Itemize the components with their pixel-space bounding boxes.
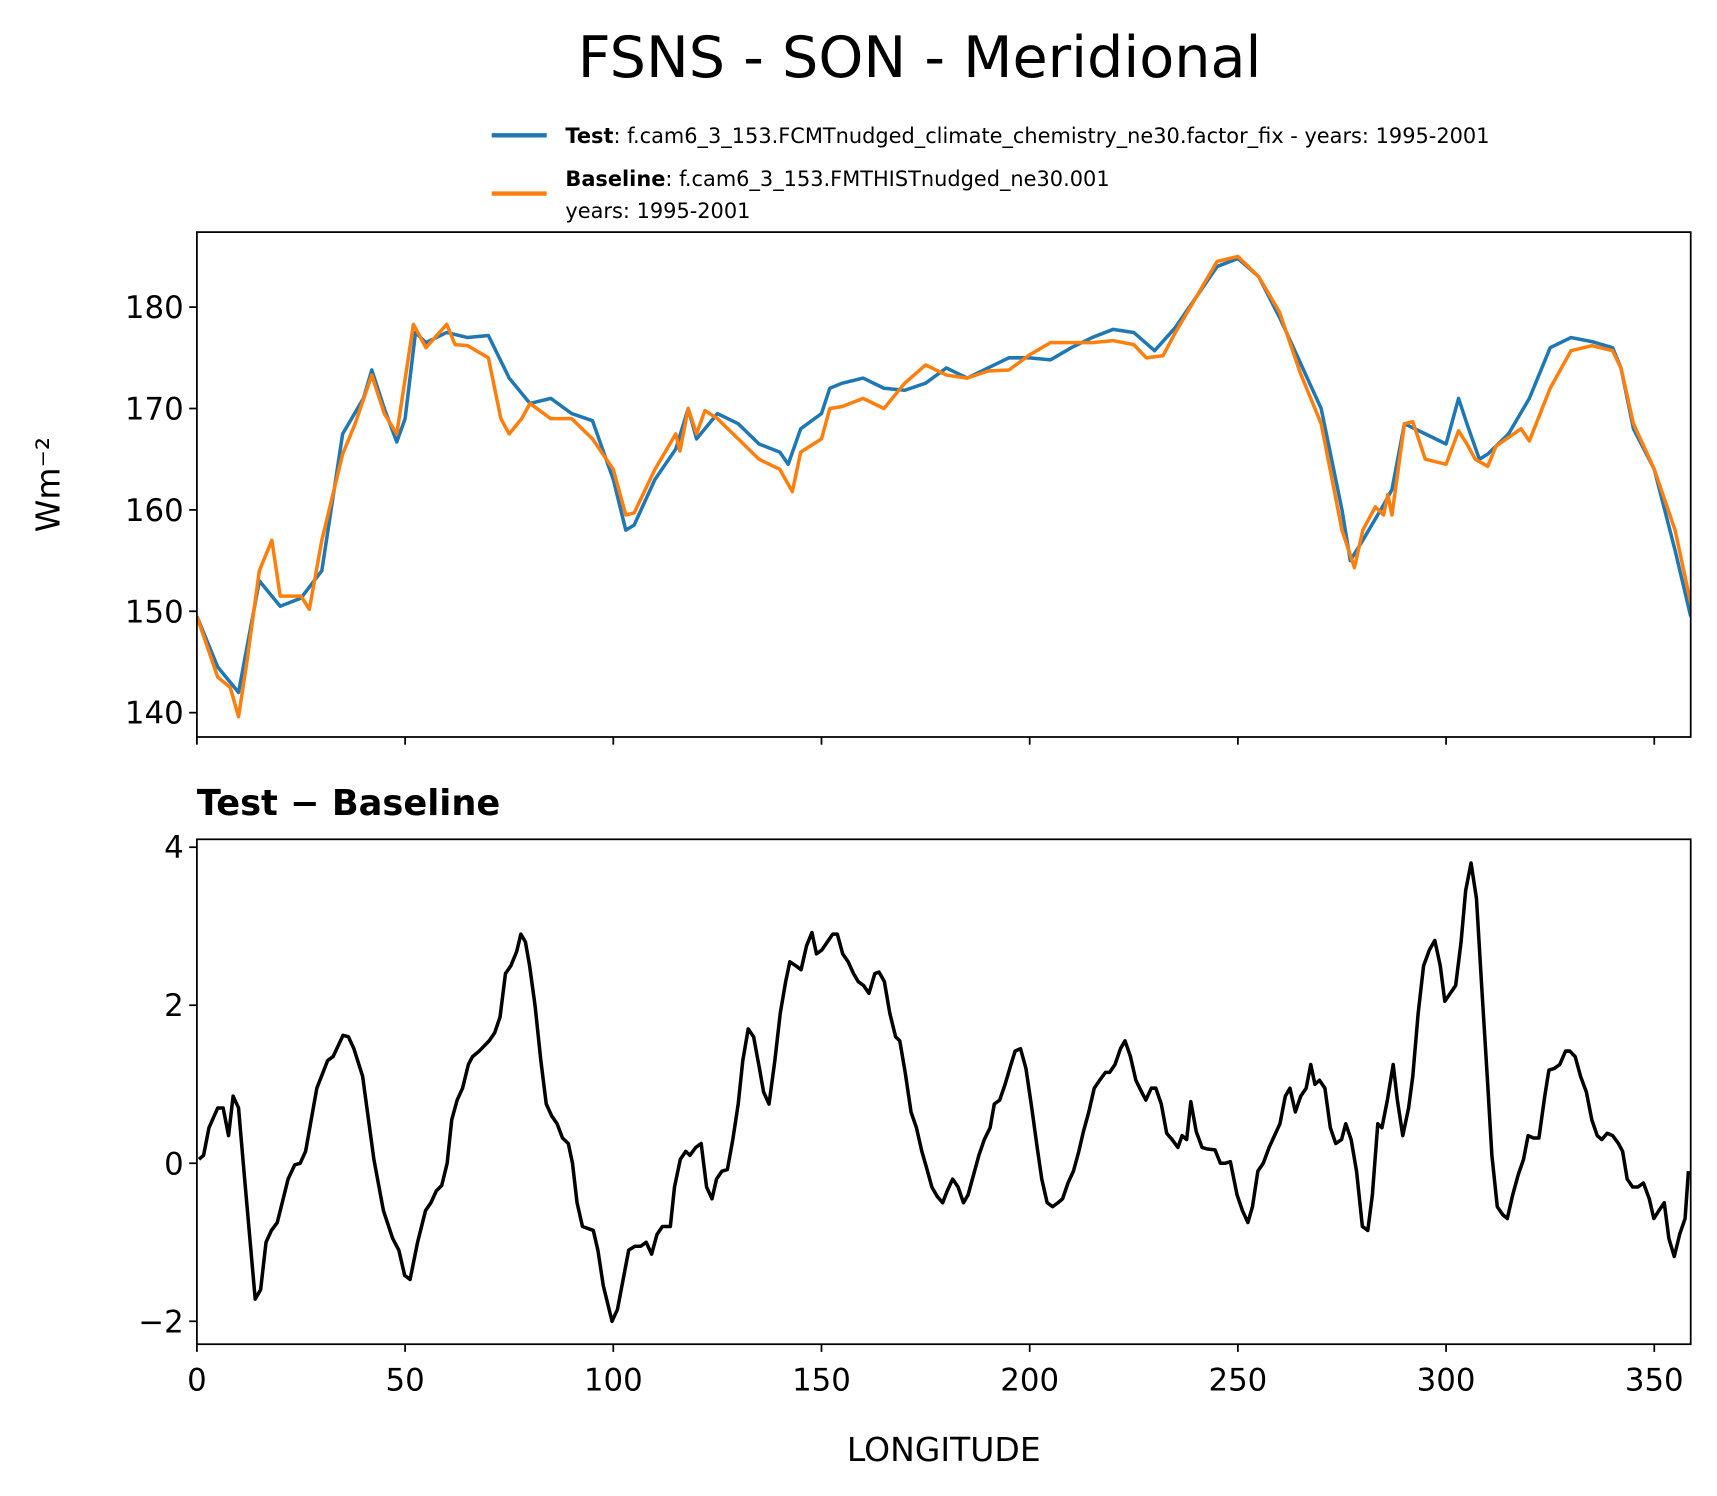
y-tick-label: 4	[164, 830, 184, 866]
y-tick-label: −2	[138, 1304, 183, 1340]
x-tick-label: 300	[1417, 1362, 1476, 1398]
y-tick-label: 140	[125, 696, 184, 732]
legend-label: : f.cam6_3_153.FMTHISTnudged_ne30.001	[665, 167, 1109, 192]
legend-name: Test	[565, 124, 613, 148]
legend-label: years: 1995-2001	[565, 199, 750, 223]
legend-label: : f.cam6_3_153.FCMTnudged_climate_chemis…	[613, 124, 1489, 149]
x-tick-label: 100	[584, 1362, 643, 1398]
y-tick-label: 150	[125, 594, 184, 630]
data-line	[196, 254, 1691, 719]
y-tick-label: 0	[164, 1146, 184, 1182]
y-tick-label: 160	[125, 493, 184, 529]
y-axis-label: Wm⁻²	[28, 437, 67, 532]
x-tick-label: 250	[1208, 1362, 1267, 1398]
subplot-title: Test − Baseline	[197, 783, 500, 824]
legend-entry: Baseline: f.cam6_3_153.FMTHISTnudged_ne3…	[565, 167, 1109, 192]
x-tick-label: 50	[385, 1362, 424, 1398]
axes-frame	[196, 231, 1692, 738]
legend-entry: Test: f.cam6_3_153.FCMTnudged_climate_ch…	[565, 124, 1489, 149]
x-tick-label: 200	[1000, 1362, 1059, 1398]
x-axis-label: LONGITUDE	[847, 1430, 1041, 1469]
x-tick-label: 150	[792, 1362, 851, 1398]
x-tick-label: 0	[187, 1362, 207, 1398]
legend-name: Baseline	[565, 167, 665, 191]
data-line	[196, 256, 1691, 695]
y-tick-label: 170	[125, 392, 184, 428]
axes-frame	[196, 838, 1692, 1346]
data-line	[197, 861, 1691, 1324]
x-tick-label: 350	[1625, 1362, 1684, 1398]
y-tick-label: 180	[125, 290, 184, 326]
y-tick-label: 2	[164, 988, 184, 1024]
chart-title: FSNS - SON - Meridional	[578, 25, 1262, 91]
